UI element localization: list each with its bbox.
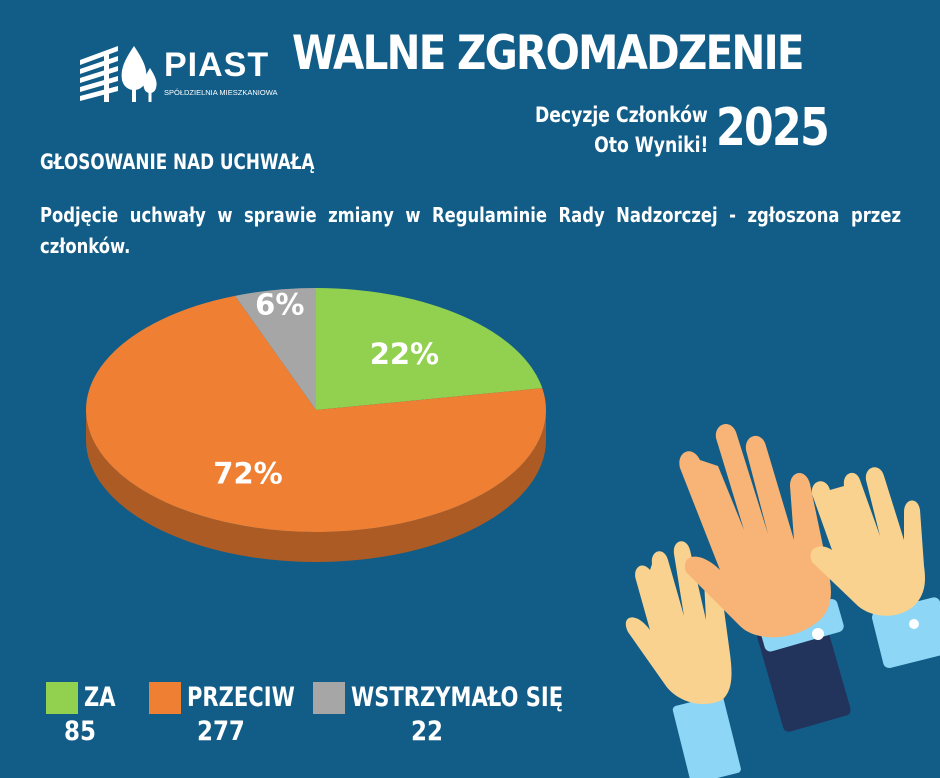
legend-count-za: 85: [64, 716, 96, 747]
legend-count-przeciw: 277: [197, 716, 245, 747]
pie-label-wstrzymalo-sie: 6%: [255, 287, 304, 321]
building-tree-icon: [80, 46, 157, 102]
resolution-description: Podjęcie uchwały w sprawie zmiany w Regu…: [40, 203, 901, 258]
logo-name: PIAST: [164, 46, 270, 84]
subtitle-line-2: Oto Wyniki!: [593, 133, 708, 157]
year-label: 2025: [716, 98, 830, 158]
pie-slice-wstrzymalo-sie: [234, 288, 316, 410]
pie-side-przeciw: [86, 410, 546, 562]
raised-hands-illustration: [625, 424, 940, 778]
logo-subtitle: SPÓŁDZIELNIA MIESZKANIOWA: [164, 88, 278, 97]
hand-center: [679, 424, 851, 732]
subtitle-line-1: Decyzje Członków: [535, 103, 708, 127]
pie-slice-za: [316, 288, 543, 410]
legend-label-wstrzymalo: WSTRZYMAŁO SIĘ: [351, 682, 564, 713]
vote-pie-chart: 22% 72% 6%: [85, 287, 546, 562]
legend-swatch-za: [46, 682, 78, 714]
pie-label-za: 22%: [370, 337, 439, 371]
pie-label-przeciw: 72%: [213, 457, 282, 491]
pie-slice-przeciw: [85, 295, 546, 532]
legend-label-przeciw: PRZECIW: [187, 682, 295, 713]
section-title: GŁOSOWANIE NAD UCHWAŁĄ: [40, 150, 315, 174]
piast-logo: PIAST SPÓŁDZIELNIA MIESZKANIOWA: [78, 42, 288, 104]
hand-right: [810, 467, 940, 669]
legend-swatch-przeciw: [149, 682, 181, 714]
page-title: WALNE ZGROMADZENIE: [292, 26, 805, 81]
legend-swatch-wstrzymalo: [313, 682, 345, 714]
legend-label-za: ZA: [84, 682, 116, 713]
legend-count-wstrzymalo: 22: [411, 716, 443, 747]
